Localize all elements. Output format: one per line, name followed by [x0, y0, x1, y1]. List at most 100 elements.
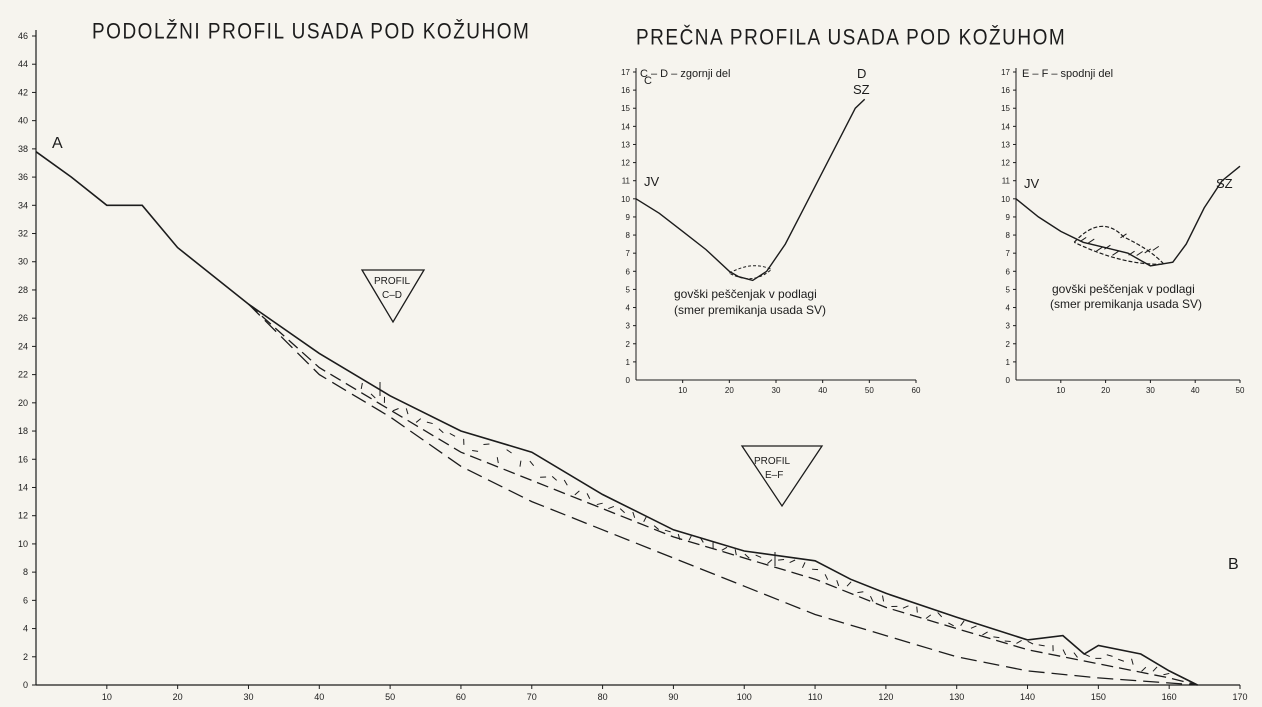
hatch-mark: [415, 418, 422, 423]
long-y-tick-label: 22: [18, 370, 28, 380]
cd-y-tick-label: 11: [622, 177, 631, 186]
cd-y-tick-label: 13: [621, 140, 630, 149]
cd-y-tick-label: 8: [626, 231, 631, 240]
long-y-tick-label: 14: [18, 482, 28, 492]
long-y-tick-label: 40: [18, 116, 28, 126]
ef-x-tick-label: 10: [1056, 386, 1065, 395]
long-x-tick-label: 70: [527, 692, 537, 702]
hatch-mark: [916, 606, 918, 613]
hatch-mark: [1152, 666, 1158, 672]
cd-surface-line: [635, 98, 866, 282]
ef-cross-section: [1013, 68, 1241, 383]
hatch-mark: [449, 433, 456, 437]
point-a-label: A: [52, 135, 63, 152]
long-x-tick-label: 160: [1162, 692, 1177, 702]
hatch-mark: [551, 476, 557, 481]
ef-note-line1: govški peščenjak v podlagi: [1052, 282, 1195, 296]
hatch-mark: [902, 605, 909, 609]
long-y-tick-label: 18: [18, 426, 28, 436]
cd-x-tick-label: 40: [818, 386, 827, 395]
cd-sz-label: SZ: [853, 82, 870, 97]
ef-origin-label: 0: [1006, 376, 1011, 385]
hatch-mark: [653, 525, 660, 530]
long-y-tick-label: 12: [18, 511, 28, 521]
ef-hatch-mark: [1136, 251, 1143, 256]
cd-y-tick-label: 12: [621, 159, 630, 168]
cd-y-tick-label: 5: [626, 285, 631, 294]
hatch-mark: [664, 529, 671, 533]
hatch-mark: [438, 428, 444, 434]
long-x-tick-label: 30: [243, 692, 253, 702]
ef-y-tick-label: 14: [1001, 122, 1010, 131]
hatch-mark: [721, 546, 728, 551]
ef-hatch-mark: [1096, 246, 1103, 252]
long-x-tick-label: 60: [456, 692, 466, 702]
cd-y-tick-label: 7: [626, 249, 631, 258]
long-x-tick-label: 110: [808, 692, 822, 702]
ef-y-tick-label: 17: [1001, 68, 1010, 77]
cd-x-tick-label: 30: [772, 386, 781, 395]
hatch-mark: [970, 625, 977, 629]
ef-y-tick-label: 9: [1006, 213, 1011, 222]
long-y-tick-label: 26: [18, 313, 28, 323]
long-x-tick-label: 20: [173, 692, 183, 702]
ef-y-tick-label: 2: [1006, 340, 1011, 349]
hatch-mark: [596, 502, 603, 506]
long-y-tick-label: 38: [18, 144, 28, 154]
point-b-label: B: [1228, 556, 1239, 573]
hatch-mark: [506, 449, 512, 454]
long-y-tick-label: 24: [18, 341, 28, 351]
hatch-mark: [948, 622, 954, 627]
hatch-mark: [937, 612, 943, 618]
hatch-mark: [755, 554, 762, 558]
ground-surface-line: [35, 151, 1198, 686]
long-y-tick-label: 4: [23, 624, 28, 634]
hatch-mark: [767, 559, 773, 564]
marker-ef-line1: PROFIL: [754, 456, 791, 467]
long-x-tick-label: 150: [1091, 692, 1106, 702]
ef-y-tick-label: 8: [1006, 231, 1011, 240]
hatch-mark: [483, 443, 490, 446]
hatch-mark: [1062, 649, 1067, 656]
ef-note-line2: (smer premikanja usada SV): [1050, 297, 1203, 311]
ef-hatch-mark: [1087, 238, 1095, 244]
cd-point-c: C: [644, 75, 652, 87]
slip-surface-inner: [248, 303, 1198, 686]
hatch-mark: [882, 595, 885, 602]
ef-y-tick-label: 11: [1002, 177, 1011, 186]
long-x-tick-label: 170: [1232, 692, 1247, 702]
cross-section-title: PREČNA PROFILA USADA POD KOŽUHOM: [636, 26, 1067, 51]
marker-ef-triangle: [740, 445, 824, 508]
long-x-tick-label: 50: [385, 692, 395, 702]
hatch-mark: [619, 508, 625, 514]
hatch-mark: [519, 460, 522, 467]
ef-sz-label: SZ: [1216, 176, 1233, 191]
cd-y-tick-label: 1: [626, 358, 631, 367]
cd-x-tick-label: 20: [725, 386, 734, 395]
ef-y-tick-label: 15: [1001, 104, 1010, 113]
cd-y-tick-label: 3: [626, 322, 631, 331]
landslide-mass-hatching: [360, 382, 1170, 676]
long-y-tick-label: 28: [18, 285, 28, 295]
hatch-mark: [789, 559, 796, 564]
ef-y-tick-label: 12: [1001, 159, 1010, 168]
cd-x-tick-label: 10: [678, 386, 687, 395]
cd-y-tick-label: 10: [621, 195, 630, 204]
long-y-tick-label: 2: [23, 652, 28, 662]
cd-cross-section: [633, 68, 917, 383]
cd-profile-label: C – D – zgornji del: [640, 68, 731, 80]
long-y-tick-label: 16: [18, 454, 28, 464]
ef-hatch-mark: [1120, 233, 1127, 239]
long-y-tick-label: 46: [18, 31, 28, 41]
ef-y-tick-label: 4: [1006, 304, 1011, 313]
cd-point-d: D: [857, 66, 867, 81]
long-y-tick-label: 0: [23, 680, 28, 690]
ef-x-tick-label: 50: [1236, 386, 1245, 395]
ef-hatch-mark: [1079, 236, 1087, 242]
longitudinal-title: PODOLŽNI PROFIL USADA POD KOŽUHOM: [92, 20, 531, 45]
long-x-tick-label: 10: [102, 692, 112, 702]
hatch-mark: [632, 511, 636, 518]
hatch-mark: [778, 558, 785, 561]
